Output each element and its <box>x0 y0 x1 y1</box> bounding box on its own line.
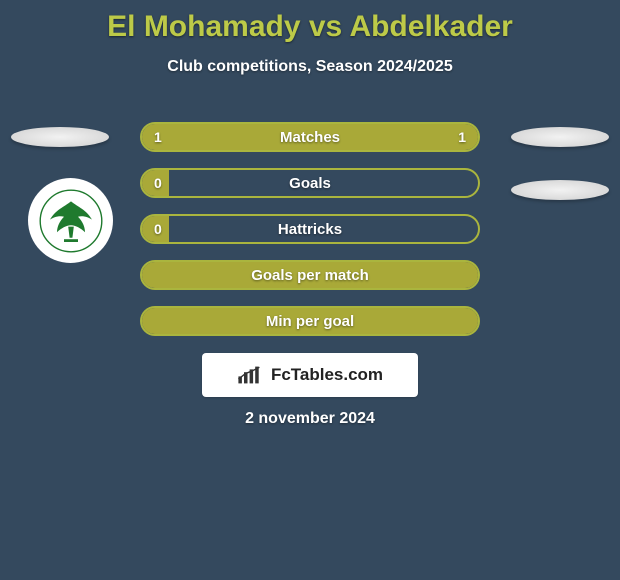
date-text: 2 november 2024 <box>0 410 620 428</box>
stat-row-goals: 0 Goals <box>140 168 480 198</box>
stat-row-goals-per-match: Goals per match <box>140 260 480 290</box>
stat-label: Hattricks <box>142 216 478 242</box>
brand-box: FcTables.com <box>202 353 418 397</box>
club-badge-left <box>28 178 113 263</box>
stat-label: Matches <box>142 124 478 150</box>
stats-bars: 1 Matches 1 0 Goals 0 Hattricks Goals pe… <box>140 122 480 352</box>
stat-value-right: 1 <box>458 124 466 150</box>
stat-row-min-per-goal: Min per goal <box>140 306 480 336</box>
player-left-shadow-1 <box>11 127 109 147</box>
eagle-crest-icon <box>36 186 106 256</box>
page-subtitle: Club competitions, Season 2024/2025 <box>0 58 620 76</box>
stat-row-matches: 1 Matches 1 <box>140 122 480 152</box>
stat-label: Min per goal <box>142 308 478 334</box>
stat-row-hattricks: 0 Hattricks <box>140 214 480 244</box>
page-title: El Mohamady vs Abdelkader <box>0 0 620 44</box>
player-right-shadow-1 <box>511 127 609 147</box>
bar-chart-icon <box>237 365 265 385</box>
stat-label: Goals per match <box>142 262 478 288</box>
brand-text: FcTables.com <box>271 365 383 385</box>
player-right-shadow-2 <box>511 180 609 200</box>
stat-label: Goals <box>142 170 478 196</box>
